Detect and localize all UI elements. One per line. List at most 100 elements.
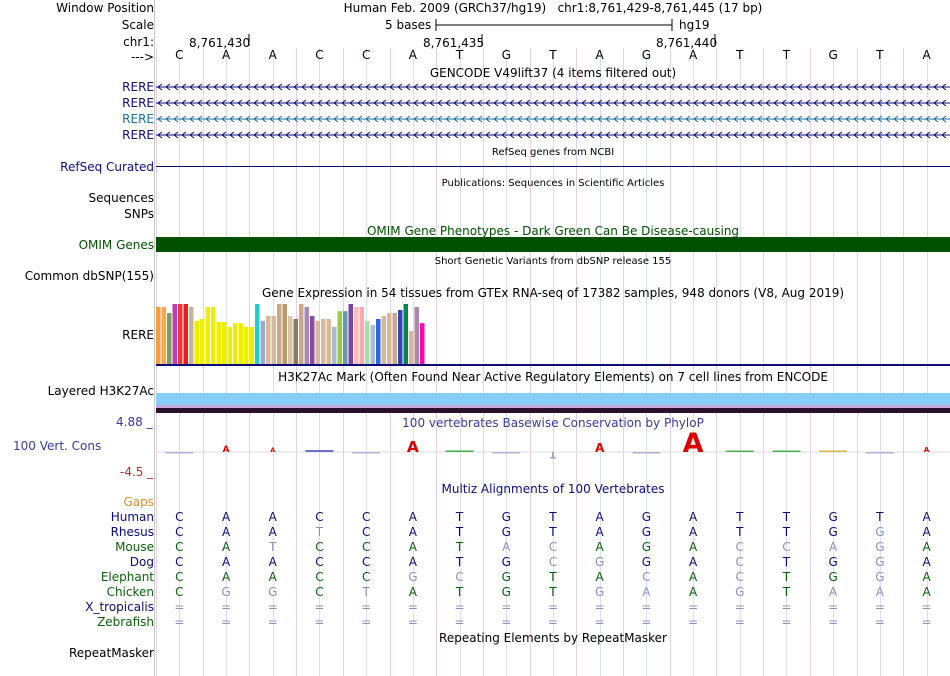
aligned-base: G bbox=[501, 555, 511, 569]
strand-chevron bbox=[237, 131, 243, 139]
h3k27ac-layer-lavender[interactable] bbox=[156, 405, 950, 408]
gtex-tissue-bar bbox=[359, 307, 364, 364]
gencode-item-label[interactable]: RERE bbox=[122, 128, 154, 142]
strand-chevron bbox=[405, 99, 411, 107]
gencode-transcript[interactable] bbox=[156, 81, 950, 93]
publications-title[interactable]: Publications: Sequences in Scientific Ar… bbox=[441, 178, 665, 189]
conservation-label[interactable]: 100 Vert. Cons bbox=[13, 439, 102, 453]
refseq-label[interactable]: RefSeq Curated bbox=[60, 160, 154, 174]
strand-chevron bbox=[173, 115, 179, 123]
repeatmasker-label[interactable]: RepeatMasker bbox=[68, 646, 154, 660]
gtex-bar-chart[interactable] bbox=[156, 302, 556, 364]
strand-chevron bbox=[901, 99, 907, 107]
aligned-base: A bbox=[408, 585, 417, 599]
aligned-base: A bbox=[268, 525, 277, 539]
strand-chevron bbox=[365, 83, 371, 91]
species-label[interactable]: Mouse bbox=[115, 540, 154, 554]
strand-chevron bbox=[397, 131, 403, 139]
strand-chevron bbox=[693, 83, 699, 91]
strand-chevron bbox=[317, 115, 323, 123]
strand-chevron bbox=[581, 131, 587, 139]
aligned-base: T bbox=[362, 585, 370, 599]
aligned-base: G bbox=[735, 585, 745, 599]
species-label[interactable]: Dog bbox=[129, 555, 154, 569]
strand-chevron bbox=[157, 99, 163, 107]
strand-chevron bbox=[869, 115, 875, 123]
aligned-base: T bbox=[549, 585, 557, 599]
species-label[interactable]: Human bbox=[110, 510, 154, 524]
strand-chevron bbox=[877, 131, 883, 139]
strand-chevron bbox=[285, 83, 291, 91]
conservation-title[interactable]: 100 vertebrates Basewise Conservation by… bbox=[402, 416, 704, 430]
strand-chevron bbox=[709, 99, 715, 107]
species-label[interactable]: Elephant bbox=[100, 570, 154, 584]
strand-chevron bbox=[477, 115, 483, 123]
species-label[interactable]: Chicken bbox=[106, 585, 154, 599]
repeatmasker-title[interactable]: Repeating Elements by RepeatMasker bbox=[439, 631, 667, 645]
strand-chevron bbox=[541, 83, 547, 91]
strand-chevron bbox=[269, 99, 275, 107]
strand-chevron bbox=[181, 99, 187, 107]
strand-chevron bbox=[877, 115, 883, 123]
aligned-base: T bbox=[269, 540, 277, 554]
strand-chevron bbox=[381, 131, 387, 139]
gencode-item-label[interactable]: RERE bbox=[122, 112, 154, 126]
strand-chevron bbox=[717, 99, 723, 107]
aligned-base: = bbox=[874, 600, 885, 614]
strand-chevron bbox=[341, 99, 347, 107]
gencode-item-label[interactable]: RERE bbox=[122, 96, 154, 110]
h3k27ac-layer-dark[interactable] bbox=[156, 408, 950, 413]
gtex-baseline bbox=[156, 364, 950, 366]
strand-chevron bbox=[349, 115, 355, 123]
refseq-title[interactable]: RefSeq genes from NCBI bbox=[491, 147, 615, 158]
gtex-tissue-bar bbox=[233, 323, 238, 364]
omim-label[interactable]: OMIM Genes bbox=[78, 238, 154, 252]
aligned-base: T bbox=[455, 525, 464, 539]
strand-chevron bbox=[501, 131, 507, 139]
omim-bar[interactable] bbox=[156, 237, 950, 252]
strand-chevron bbox=[733, 83, 739, 91]
strand-chevron bbox=[301, 83, 307, 91]
species-label[interactable]: Rhesus bbox=[110, 525, 154, 539]
strand-chevron bbox=[597, 99, 603, 107]
multiz-title[interactable]: Multiz Alignments of 100 Vertebrates bbox=[441, 482, 665, 496]
strand-chevron bbox=[285, 131, 291, 139]
gtex-title[interactable]: Gene Expression in 54 tissues from GTEx … bbox=[261, 286, 845, 300]
h3k27ac-layer-blue[interactable] bbox=[156, 393, 950, 405]
aligned-base: = bbox=[594, 600, 605, 614]
strand-chevron bbox=[157, 131, 163, 139]
species-label[interactable]: Zebrafish bbox=[97, 615, 154, 629]
gencode-transcript[interactable] bbox=[156, 97, 950, 109]
gencode-item-label[interactable]: RERE bbox=[122, 80, 154, 94]
strand-chevron bbox=[669, 99, 675, 107]
omim-title[interactable]: OMIM Gene Phenotypes - Dark Green Can Be… bbox=[366, 224, 740, 238]
strand-chevron bbox=[845, 131, 851, 139]
gencode-title[interactable]: GENCODE V49lift37 (4 items filtered out) bbox=[429, 66, 677, 80]
strand-chevron bbox=[661, 83, 667, 91]
gtex-tissue-bar bbox=[238, 323, 243, 364]
sequences-label[interactable]: Sequences bbox=[88, 191, 154, 205]
snps-label[interactable]: SNPs bbox=[124, 207, 154, 221]
strand-chevron bbox=[653, 131, 659, 139]
refseq-line[interactable] bbox=[156, 166, 950, 167]
strand-chevron bbox=[741, 115, 747, 123]
dbsnp-label[interactable]: Common dbSNP(155) bbox=[24, 269, 154, 283]
aligned-base: A bbox=[268, 555, 277, 569]
strand-chevron bbox=[253, 83, 259, 91]
gtex-label[interactable]: RERE bbox=[122, 328, 154, 342]
strand-chevron bbox=[309, 99, 315, 107]
dbsnp-title[interactable]: Short Genetic Variants from dbSNP releas… bbox=[434, 256, 672, 267]
gencode-transcript[interactable] bbox=[156, 129, 950, 141]
coord-tick-2: 8,761,435 bbox=[423, 36, 485, 50]
strand-chevron bbox=[325, 115, 331, 123]
h3k27ac-title[interactable]: H3K27Ac Mark (Often Found Near Active Re… bbox=[278, 370, 828, 384]
reference-base: T bbox=[876, 48, 884, 62]
species-label[interactable]: X_tropicalis bbox=[85, 600, 154, 614]
strand-chevron bbox=[493, 83, 499, 91]
strand-chevron bbox=[821, 131, 827, 139]
strand-chevron bbox=[637, 131, 643, 139]
gencode-transcript[interactable] bbox=[156, 113, 950, 125]
strand-chevron bbox=[541, 131, 547, 139]
h3k27ac-label[interactable]: Layered H3K27Ac bbox=[47, 384, 154, 398]
